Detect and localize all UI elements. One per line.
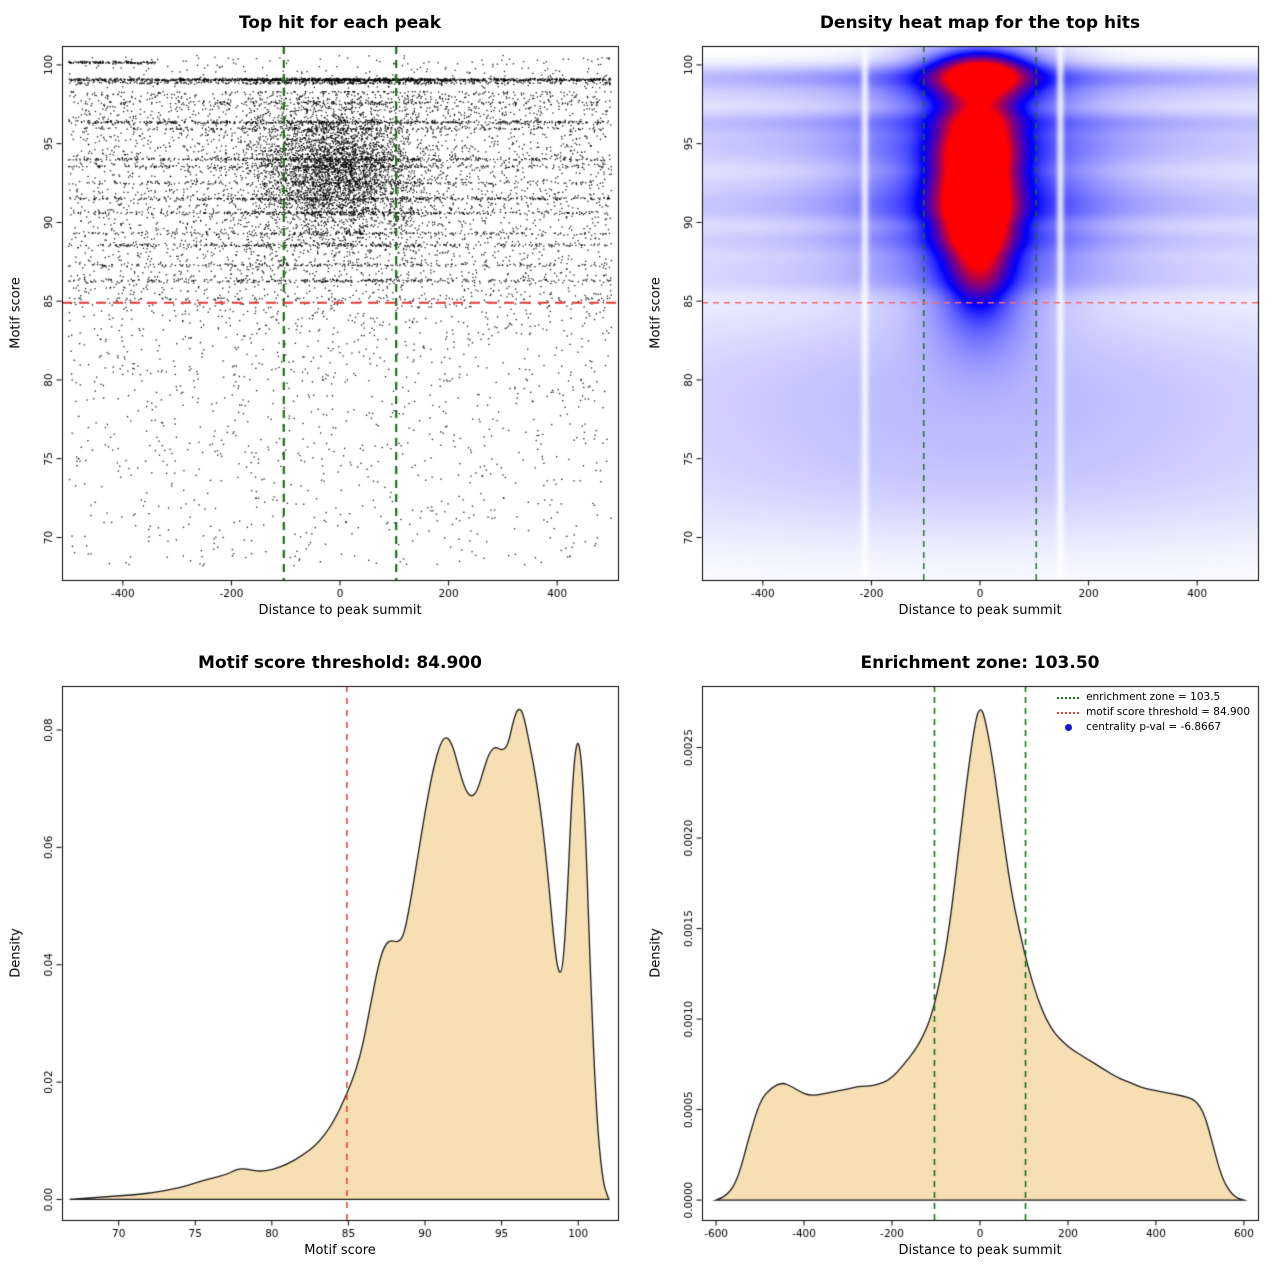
centrality-dot-icon [1056, 722, 1080, 734]
panel-title: Top hit for each peak [238, 13, 442, 33]
legend-row-score-threshold: motif score threshold = 84.900 [1056, 705, 1250, 720]
x-axis-label: Distance to peak summit [898, 603, 1062, 618]
motif-density-canvas [0, 640, 640, 1280]
legend-label: enrichment zone = 103.5 [1086, 691, 1221, 703]
threshold-line-icon [1056, 707, 1080, 719]
x-axis-label: Distance to peak summit [898, 1243, 1062, 1258]
panel-scatter-top-hits: Top hit for each peak Distance to peak s… [0, 0, 640, 640]
legend-row-centrality-pval: centrality p-val = -6.8667 [1056, 720, 1250, 735]
scatter-plot-canvas [0, 0, 640, 640]
legend-row-enrichment-zone: enrichment zone = 103.5 [1056, 690, 1250, 705]
y-axis-label: Motif score [8, 277, 24, 349]
panel-title: Density heat map for the top hits [819, 13, 1141, 33]
enrichment-zone-line-icon [1056, 692, 1080, 704]
panel-title: Enrichment zone: 103.50 [860, 653, 1100, 673]
legend-label: motif score threshold = 84.900 [1086, 706, 1250, 718]
y-axis-label: Density [648, 928, 664, 978]
panel-distance-density: Enrichment zone: 103.50 Distance to peak… [640, 640, 1280, 1280]
y-axis-label: Motif score [648, 277, 664, 349]
legend-label: centrality p-val = -6.8667 [1086, 721, 1222, 733]
legend: enrichment zone = 103.5 motif score thre… [1056, 690, 1250, 735]
panel-title: Motif score threshold: 84.900 [198, 653, 482, 673]
panel-motif-score-density: Motif score threshold: 84.900 Motif scor… [0, 640, 640, 1280]
panel-density-heatmap: Density heat map for the top hits Distan… [640, 0, 1280, 640]
heatmap-canvas [640, 0, 1280, 640]
y-axis-label: Density [8, 928, 24, 978]
x-axis-label: Distance to peak summit [258, 603, 422, 618]
x-axis-label: Motif score [304, 1243, 376, 1258]
distance-density-canvas [640, 640, 1280, 1280]
